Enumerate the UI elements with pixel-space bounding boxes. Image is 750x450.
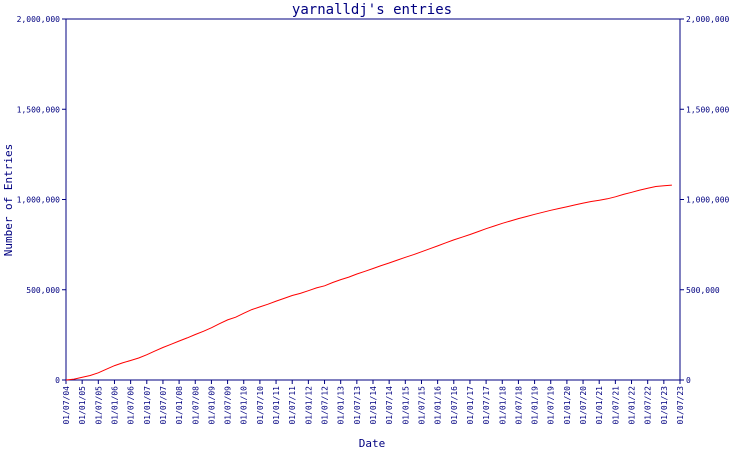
x-tick-label: 01/01/12 [304,386,313,425]
y-tick-label-left: 0 [55,376,60,385]
x-tick-label: 01/07/20 [579,386,588,425]
y-tick-label-right: 0 [686,376,691,385]
x-tick-label: 01/07/22 [644,386,653,425]
y-tick-label-left: 1,500,000 [17,105,61,114]
x-tick-label: 01/01/17 [466,386,475,425]
x-tick-label: 01/01/13 [337,386,346,425]
x-tick-label: 01/07/09 [224,386,233,425]
x-tick-label: 01/07/07 [159,386,168,425]
x-tick-label: 01/01/14 [369,386,378,425]
x-tick-label: 01/07/16 [450,386,459,425]
plot-frame [65,18,681,381]
x-tick-label: 01/01/08 [175,386,184,425]
y-tick-label-left: 2,000,000 [17,15,61,24]
x-tick-label: 01/01/19 [531,386,540,425]
y-tick-label-right: 1,500,000 [686,105,730,114]
y-tick-label-left: 1,000,000 [17,196,61,205]
x-tick-label: 01/01/18 [498,386,507,425]
chart-title: yarnalldj's entries [292,2,452,18]
y-axis-left: 0 500,000 1,000,000 1,500,000 2,000,000 [17,15,66,385]
series-layer [65,184,672,381]
series-line [65,184,672,381]
x-tick-label: 01/07/17 [482,386,491,425]
x-axis: 01/07/04 01/01/05 01/07/05 01/01/06 01/07/06… [62,380,685,425]
y-axis-right: 0 500,000 1,000,000 1,500,000 2,000,000 [680,15,730,385]
x-tick-label: 01/07/13 [353,386,362,425]
x-tick-label: 01/01/15 [401,386,410,425]
x-tick-label: 01/01/05 [78,386,87,425]
y-axis-label: Number of Entries [2,144,15,257]
x-tick-label: 01/07/10 [256,386,265,425]
x-tick-label: 01/07/05 [94,386,103,425]
x-tick-label: 01/07/21 [611,386,620,425]
y-tick-label-right: 1,000,000 [686,196,730,205]
x-tick-label: 01/01/10 [240,386,249,425]
x-tick-label: 01/01/21 [595,386,604,425]
x-tick-label: 01/07/23 [676,386,685,425]
x-tick-label: 01/01/20 [563,386,572,425]
y-tick-label-right: 500,000 [686,286,720,295]
x-tick-label: 01/07/12 [321,386,330,425]
x-tick-label: 01/01/09 [207,386,216,425]
x-tick-label: 01/07/19 [547,386,556,425]
x-tick-label: 01/07/14 [385,386,394,425]
x-tick-label: 01/01/23 [660,386,669,425]
x-tick-label: 01/07/06 [127,386,136,425]
y-tick-label-right: 2,000,000 [686,15,730,24]
x-tick-label: 01/07/18 [514,386,523,425]
x-tick-label: 01/07/08 [191,386,200,425]
x-tick-label: 01/01/06 [110,386,119,425]
x-axis-label: Date [359,437,386,450]
x-tick-label: 01/07/04 [62,386,71,425]
x-tick-label: 01/01/11 [272,386,281,425]
y-tick-label-left: 500,000 [26,286,60,295]
x-tick-label: 01/01/22 [628,386,637,425]
x-tick-label: 01/07/11 [288,386,297,425]
x-tick-label: 01/01/16 [434,386,443,425]
x-tick-label: 01/01/07 [143,386,152,425]
x-tick-label: 01/07/15 [417,386,426,425]
